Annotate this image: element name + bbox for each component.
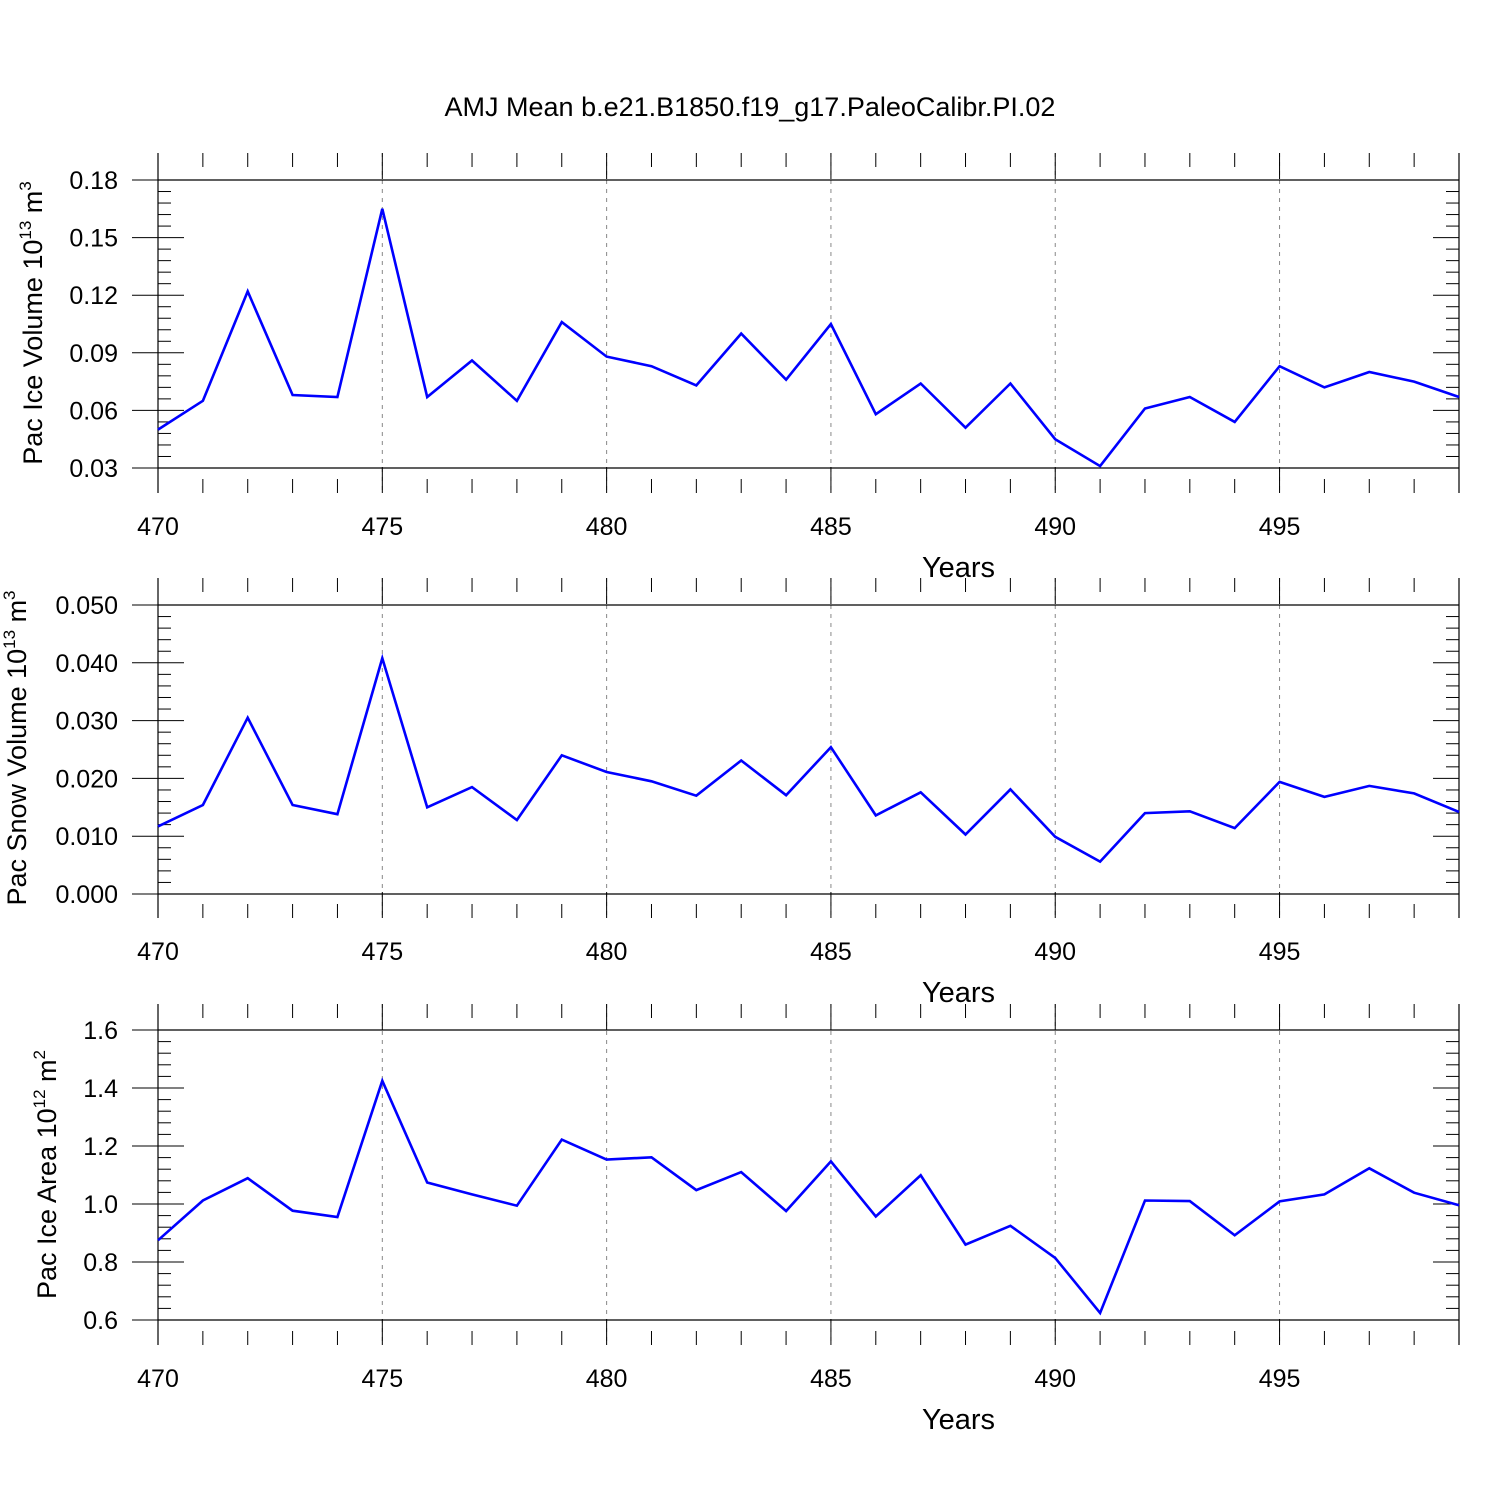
y-tick-label: 1.0 [83, 1191, 118, 1219]
x-tick-label: 470 [137, 1365, 179, 1393]
x-tick-label: 485 [810, 513, 852, 541]
x-tick-label: 470 [137, 938, 179, 966]
y-tick-label: 0.03 [69, 455, 118, 483]
y-tick-label: 0.040 [55, 650, 118, 678]
y-tick-label: 0.050 [55, 592, 118, 620]
series-line [157, 653, 1460, 864]
x-tick-label: 475 [361, 1365, 403, 1393]
y-tick-label: 0.8 [83, 1249, 118, 1277]
x-tick-label: 495 [1259, 513, 1301, 541]
x-tick-label: 480 [586, 1365, 628, 1393]
x-tick-label: 470 [137, 513, 179, 541]
y-tick-label: 1.4 [83, 1075, 118, 1103]
x-axis-label: Years [922, 1404, 995, 1436]
y-tick-label: 1.2 [83, 1133, 118, 1161]
y-tick-label: 0.06 [69, 397, 118, 425]
series-line [157, 1077, 1460, 1316]
y-tick-label: 0.030 [55, 708, 118, 736]
y-axis-label: Pac Ice Volume 1013 m3 [16, 181, 48, 465]
y-axis-label: Pac Ice Area 1012 m2 [30, 1050, 62, 1299]
x-tick-label: 475 [361, 938, 403, 966]
x-tick-label: 485 [810, 1365, 852, 1393]
x-tick-label: 480 [586, 938, 628, 966]
x-tick-label: 480 [586, 513, 628, 541]
y-tick-label: 0.09 [69, 340, 118, 368]
y-tick-label: 0.010 [55, 823, 118, 851]
x-tick-label: 485 [810, 938, 852, 966]
x-tick-label: 490 [1034, 938, 1076, 966]
y-axis-label: Pac Snow Volume 1013 m3 [0, 590, 32, 905]
y-tick-label: 0.020 [55, 765, 118, 793]
x-tick-label: 490 [1034, 513, 1076, 541]
chart-panel-2: 470 475 480 485 490 495 0.000 0.010 0.020 0.030 0.… [0, 578, 1460, 1009]
x-axis-label: Years [922, 552, 995, 584]
y-tick-label: 1.6 [83, 1017, 118, 1045]
y-tick-label: 0.15 [69, 225, 118, 253]
series-line [157, 208, 1460, 468]
x-tick-label: 495 [1259, 1365, 1301, 1393]
chart-panel-1: 470 475 480 485 490 495 0.03 0.06 0.09 0.12 0.15 0.… [16, 153, 1460, 584]
x-tick-label: 495 [1259, 938, 1301, 966]
chart-title: AMJ Mean b.e21.B1850.f19_g17.PaleoCalibr… [445, 92, 1056, 122]
x-axis-label: Years [922, 977, 995, 1009]
y-tick-label: 0.000 [55, 881, 118, 909]
y-tick-label: 0.18 [69, 167, 118, 195]
y-tick-label: 0.12 [69, 282, 118, 310]
x-tick-label: 475 [361, 513, 403, 541]
x-tick-label: 490 [1034, 1365, 1076, 1393]
y-tick-label: 0.6 [83, 1307, 118, 1335]
chart-panel-3: 470 475 480 485 490 495 0.6 0.8 1.0 1.2 1.4 1.6 Year… [30, 1004, 1460, 1436]
